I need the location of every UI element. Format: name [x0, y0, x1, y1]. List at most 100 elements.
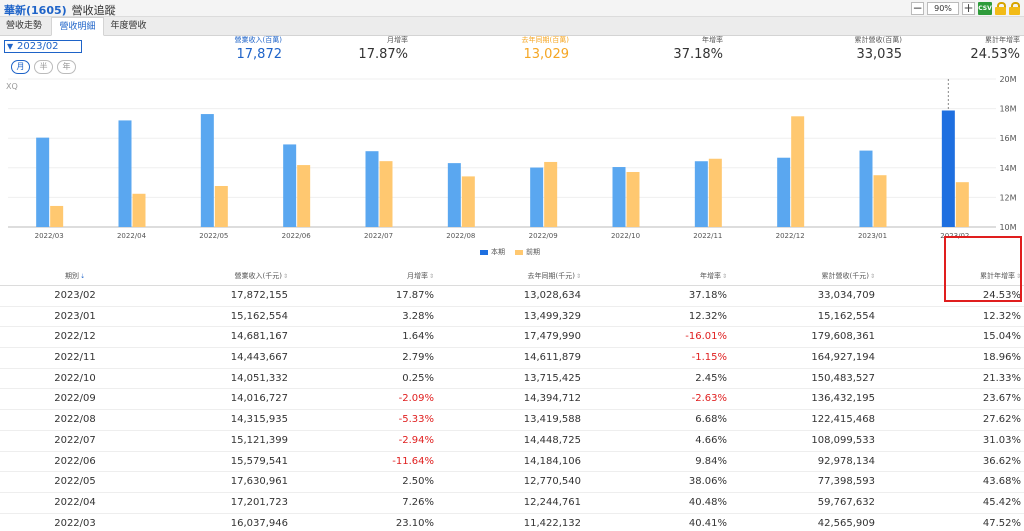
legend-label-previous: 前期: [526, 248, 540, 256]
cell-revenue: 14,681,167: [230, 331, 288, 343]
column-header-cumulative-yoy-label: 累計年增率: [979, 272, 1015, 280]
summary-revenue-label: 營業收入(百萬): [234, 36, 282, 44]
lock-icon[interactable]: [995, 2, 1006, 15]
cell-last-year: 11,422,132: [523, 517, 581, 529]
zoom-in-button[interactable]: +: [962, 1, 975, 15]
chart-legend: 本期 前期: [480, 247, 540, 257]
cell-period: 2023/02: [54, 290, 96, 301]
table-row[interactable]: 2022/03 16,037,946 23.10% 11,422,132 40.41% 4…: [0, 514, 1024, 531]
table-row[interactable]: 2022/11 14,443,667 2.79% 14,611,879 -1.15% 16…: [0, 348, 1024, 369]
summary-last-year-label: 去年同期(百萬): [521, 36, 569, 44]
table-row[interactable]: 2023/01 15,162,554 3.28% 13,499,329 12.32% 15…: [0, 307, 1024, 328]
bar-current: [118, 120, 132, 227]
tab-revenue-detail[interactable]: 營收明細: [51, 17, 104, 36]
cell-yoy: -16.01%: [685, 331, 727, 343]
column-header-period[interactable]: 期別⇣: [40, 266, 110, 286]
cell-revenue: 17,872,155: [230, 290, 288, 301]
cell-revenue: 17,201,723: [230, 496, 288, 508]
bar-previous: [214, 185, 228, 227]
summary-cumulative-yoy-value: 24.53%: [970, 47, 1020, 62]
toolbar: − 90% + CSV: [911, 1, 1020, 16]
x-tick-label: 2022/03: [35, 232, 64, 240]
cell-cumulative: 136,432,195: [811, 393, 875, 405]
column-header-revenue[interactable]: 營業收入(千元)⇕: [140, 266, 289, 286]
table-row[interactable]: 2022/08 14,315,935 -5.33% 13,419,588 6.68% 12…: [0, 410, 1024, 431]
summary-cumulative-yoy: 累計年增率 24.53%: [950, 35, 1020, 62]
sort-icon: ⇕: [575, 273, 581, 280]
table-row[interactable]: 2022/04 17,201,723 7.26% 12,244,761 40.48% 59…: [0, 493, 1024, 514]
column-header-mom[interactable]: 月增率⇕: [320, 266, 434, 286]
granularity-month-button[interactable]: 月: [11, 60, 30, 74]
tab-revenue-trend[interactable]: 營收走勢: [5, 21, 42, 31]
period-select[interactable]: ▼ 2023/02: [4, 40, 82, 53]
bar-previous: [544, 161, 558, 227]
bar-previous: [379, 161, 393, 227]
cell-cumulative: 15,162,554: [817, 310, 875, 322]
x-tick-label: 2022/09: [529, 232, 558, 240]
column-header-yoy-label: 年增率: [699, 272, 721, 280]
cell-revenue: 14,315,935: [230, 414, 288, 426]
cell-revenue: 17,630,961: [230, 476, 288, 488]
granularity-year-button[interactable]: 年: [57, 60, 76, 74]
cell-cumulative: 59,767,632: [817, 496, 875, 508]
cell-last-year: 13,715,425: [523, 372, 581, 384]
cell-last-year: 17,479,990: [523, 331, 581, 343]
cell-last-year: 14,611,879: [523, 352, 581, 364]
cell-period: 2022/06: [54, 455, 96, 467]
cell-last-year: 14,448,725: [523, 434, 581, 446]
table-row[interactable]: 2022/05 17,630,961 2.50% 12,770,540 38.06% 77…: [0, 472, 1024, 493]
summary-last-year-value: 13,029: [523, 47, 570, 62]
legend-item-current: 本期: [480, 247, 505, 257]
cell-revenue: 14,051,332: [230, 372, 288, 384]
column-header-last-year[interactable]: 去年同期(千元)⇕: [460, 266, 582, 286]
table-row[interactable]: 2022/10 14,051,332 0.25% 13,715,425 2.45% 150…: [0, 369, 1024, 390]
bar-previous: [791, 116, 805, 227]
summary-yoy: 年增率 37.18%: [640, 35, 723, 62]
cell-yoy: -2.63%: [691, 393, 727, 405]
bar-previous: [708, 158, 722, 227]
table-row[interactable]: 2022/06 15,579,541 -11.64% 14,184,106 9.84% 9…: [0, 452, 1024, 473]
cell-cumulative: 150,483,527: [811, 372, 875, 384]
sort-icon: ⇕: [1015, 273, 1021, 280]
x-tick-label: 2022/06: [282, 232, 312, 240]
granularity-half-button[interactable]: 半: [34, 60, 53, 74]
bar-current: [365, 151, 379, 227]
tab-annual-revenue[interactable]: 年度營收: [110, 21, 147, 31]
bar-current: [447, 163, 461, 227]
summary-cumulative-label: 累計營收(百萬): [854, 36, 902, 44]
cell-cumulative: 77,398,593: [817, 476, 875, 488]
table-row[interactable]: 2022/12 14,681,167 1.64% 17,479,990 -16.01% 1…: [0, 327, 1024, 349]
table-row[interactable]: 2022/07 15,121,399 -2.94% 14,448,725 4.66% 10…: [0, 431, 1024, 452]
legend-swatch-current: [480, 249, 488, 255]
y-tick-label: 10M: [999, 223, 1016, 232]
table-row[interactable]: 2022/09 14,016,727 -2.09% 14,394,712 -2.63% 1…: [0, 389, 1024, 411]
bar-previous: [626, 172, 640, 227]
column-header-cumulative[interactable]: 累計營收(千元)⇕: [740, 266, 876, 286]
zoom-level[interactable]: 90%: [927, 2, 959, 15]
cell-yoy: 9.84%: [695, 455, 727, 467]
cell-cumulative-yoy: 15.04%: [982, 331, 1021, 343]
page-subtitle: 營收追蹤: [71, 4, 116, 17]
cell-period: 2022/10: [54, 372, 96, 384]
cell-cumulative-yoy: 24.53%: [982, 290, 1021, 301]
csv-export-icon[interactable]: CSV: [978, 2, 992, 15]
cell-last-year: 14,394,712: [523, 393, 581, 405]
bar-current: [283, 144, 297, 227]
y-tick-label: 16M: [999, 134, 1016, 143]
column-header-mom-label: 月增率: [406, 272, 428, 280]
table-row[interactable]: 2023/02 17,872,155 17.87% 13,028,634 37.18% 3…: [0, 286, 1024, 307]
cell-last-year: 13,028,634: [523, 290, 581, 301]
column-header-revenue-label: 營業收入(千元): [234, 272, 282, 280]
column-header-yoy[interactable]: 年增率⇕: [600, 266, 727, 286]
summary-mom: 月增率 17.87%: [330, 35, 408, 62]
cell-revenue: 14,443,667: [230, 352, 288, 364]
column-header-cumulative-yoy[interactable]: 累計年增率⇕: [900, 266, 1021, 286]
zoom-out-button[interactable]: −: [911, 1, 924, 15]
column-header-cumulative-label: 累計營收(千元): [821, 272, 869, 280]
sort-icon: ⇕: [282, 273, 288, 280]
cell-last-year: 12,770,540: [523, 476, 581, 488]
y-tick-label: 12M: [999, 193, 1016, 202]
cell-yoy: 6.68%: [695, 414, 727, 426]
unlock-icon[interactable]: [1009, 2, 1020, 15]
cell-period: 2022/11: [54, 352, 96, 364]
